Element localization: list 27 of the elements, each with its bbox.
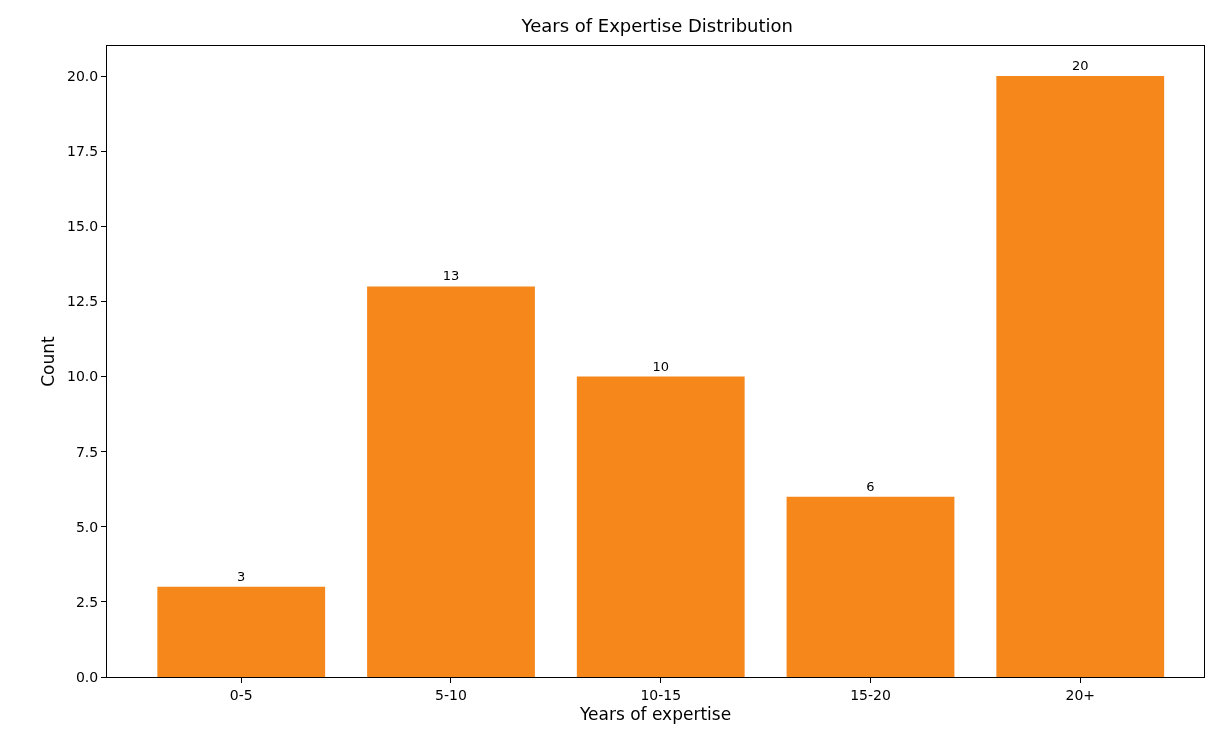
y-tick-label: 15.0	[67, 218, 99, 235]
y-tick-label: 2.5	[75, 593, 99, 610]
data-label: 3	[237, 568, 246, 584]
x-tick-label: 15-20	[850, 686, 891, 703]
bar	[576, 376, 745, 677]
x-tick-label: 5-10	[435, 686, 467, 703]
data-label: 10	[652, 358, 670, 374]
y-tick-label: 10.0	[67, 368, 99, 385]
x-tick-label: 0-5	[229, 686, 253, 703]
chart-title: Years of Expertise Distribution	[520, 15, 793, 37]
data-label: 6	[866, 478, 875, 494]
bar	[367, 286, 535, 677]
bar	[157, 586, 326, 677]
x-axis-title: Years of expertise	[578, 704, 732, 725]
y-tick-label: 20.0	[67, 67, 99, 84]
y-tick-label: 7.5	[75, 443, 99, 460]
y-axis-title: Count	[37, 335, 58, 387]
y-tick-label: 17.5	[67, 143, 99, 160]
bar	[996, 76, 1165, 677]
x-tick-label: 10-15	[640, 686, 682, 703]
y-tick-label: 0.0	[75, 668, 99, 685]
y-tick-label: 12.5	[67, 293, 99, 310]
y-tick-label: 5.0	[75, 518, 99, 535]
data-label: 20	[1071, 58, 1089, 74]
bar	[786, 496, 955, 677]
x-tick-label: 20+	[1065, 686, 1096, 703]
data-label: 13	[442, 268, 460, 284]
